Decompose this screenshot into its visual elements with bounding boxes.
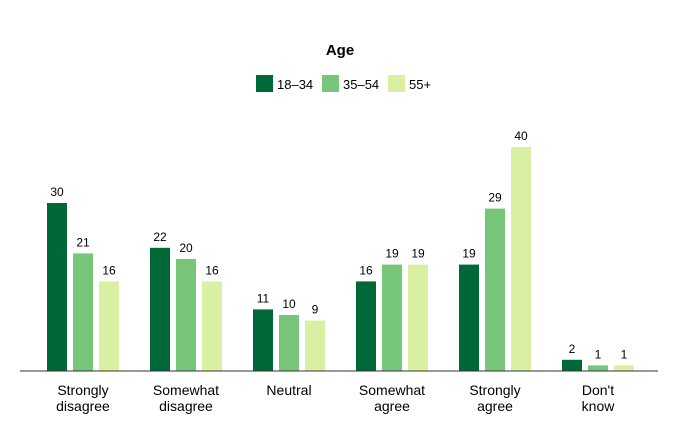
value-label-3-2: 10	[282, 297, 296, 311]
bar-4-1	[356, 281, 376, 371]
bar-1-2	[73, 253, 93, 371]
bar-6-2	[588, 365, 608, 371]
value-label-4-1: 16	[359, 263, 373, 277]
legend-swatch-2	[322, 75, 339, 92]
x-tick-label-3: Neutral	[266, 382, 311, 398]
value-label-6-2: 1	[595, 347, 602, 361]
legend-label-1: 18–34	[277, 77, 313, 92]
legend-swatch-3	[388, 75, 405, 92]
legend: 18–34 35–54 55+	[256, 75, 431, 92]
value-label-2-2: 20	[179, 241, 193, 255]
value-label-4-2: 19	[385, 247, 399, 261]
value-label-5-2: 29	[488, 191, 502, 205]
bars-group	[47, 147, 634, 371]
legend-label-3: 55+	[409, 77, 431, 92]
x-axis-tick-labels: Strongly disagree Somewhat disagree Neutral S…	[56, 382, 615, 414]
bar-1-3	[99, 281, 119, 371]
legend-label-2: 35–54	[343, 77, 379, 92]
value-label-5-1: 19	[462, 247, 476, 261]
legend-title: Age	[326, 42, 354, 59]
value-label-2-1: 22	[153, 230, 167, 244]
value-label-6-3: 1	[621, 347, 628, 361]
x-tick-label-2: Somewhat disagree	[153, 382, 219, 414]
value-label-5-3: 40	[514, 129, 528, 143]
value-label-3-1: 11	[257, 291, 270, 305]
value-label-6-1: 2	[569, 342, 576, 356]
x-tick-label-1: Strongly disagree	[56, 382, 110, 414]
bar-3-3	[305, 320, 325, 371]
bar-3-2	[279, 315, 299, 371]
bar-5-1	[459, 264, 479, 371]
bar-1-1	[47, 203, 67, 371]
bar-4-3	[408, 264, 428, 371]
value-label-1-3: 16	[102, 263, 116, 277]
value-label-3-3: 9	[312, 303, 319, 317]
bar-3-1	[253, 309, 273, 371]
bar-5-2	[485, 208, 505, 371]
bar-6-3	[614, 365, 634, 371]
x-tick-label-6: Don't know	[582, 382, 616, 414]
x-tick-label-5: Strongly agree	[469, 382, 520, 414]
bar-5-3	[511, 147, 531, 371]
bar-2-3	[202, 281, 222, 371]
bar-6-1	[562, 359, 582, 371]
bar-2-2	[176, 259, 196, 371]
legend-swatch-1	[256, 75, 273, 92]
value-label-4-3: 19	[411, 247, 425, 261]
bar-2-1	[150, 247, 170, 371]
value-label-1-2: 21	[76, 235, 90, 249]
value-label-1-1: 30	[50, 185, 64, 199]
x-tick-label-4: Somewhat agree	[359, 382, 425, 414]
bar-4-2	[382, 264, 402, 371]
value-label-2-3: 16	[205, 263, 219, 277]
